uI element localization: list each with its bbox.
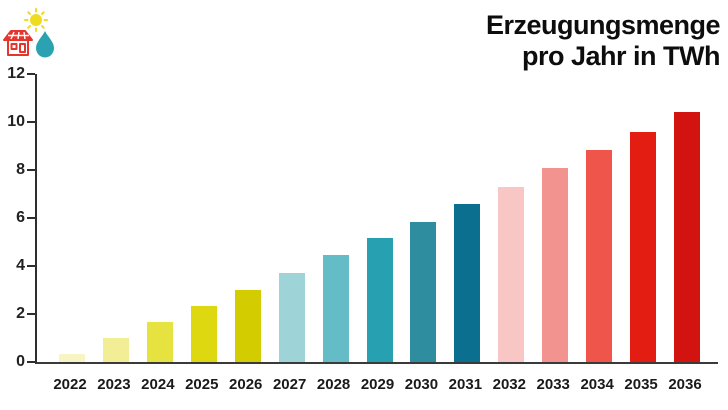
y-tick-mark-12: [27, 73, 35, 75]
x-label-2036: 2036: [668, 376, 702, 393]
y-tick-label-10: 10: [7, 113, 25, 130]
y-tick-label-2: 2: [16, 305, 25, 322]
energy-icons: [2, 6, 58, 60]
bar-2035: [630, 131, 657, 362]
x-label-2026: 2026: [229, 376, 263, 393]
bar-2029: [366, 238, 393, 362]
x-label-2025: 2025: [185, 376, 219, 393]
plot-area: 0 2 4 6 8 10 12: [7, 66, 718, 370]
x-label-2032: 2032: [492, 376, 526, 393]
x-label-2029: 2029: [360, 376, 395, 393]
bar-2028: [322, 255, 349, 362]
chart-title: Erzeugungsmenge pro Jahr in TWh: [485, 10, 721, 72]
bar-2036: [674, 112, 701, 362]
x-label-2033: 2033: [536, 376, 570, 393]
x-label-2027: 2027: [272, 376, 307, 393]
bar-2027: [278, 273, 305, 362]
x-label-2024: 2024: [141, 376, 175, 393]
x-label-2034: 2034: [580, 376, 614, 393]
x-label-2030: 2030: [404, 376, 439, 393]
x-axis-labels: 2022 2023 2024 2025 2026 2027 2028 2029 2030 2031…: [35, 376, 718, 396]
bar-2032: [498, 186, 525, 362]
y-tick-mark-2: [27, 313, 35, 315]
bar-2022: [59, 353, 85, 362]
y-tick-label-8: 8: [16, 161, 25, 178]
y-tick-mark-8: [27, 169, 35, 171]
y-tick-label-0: 0: [16, 353, 25, 370]
x-label-2022: 2022: [53, 376, 87, 393]
chart-title-line1: Erzeugungsmenge: [485, 10, 721, 40]
bar-2023: [102, 338, 129, 362]
bar-2024: [146, 322, 173, 362]
bar-2030: [410, 221, 437, 362]
water-drop-icon: [36, 31, 54, 58]
bar-2033: [542, 167, 569, 362]
bar-2026: [234, 290, 261, 362]
y-tick-mark-0: [27, 361, 35, 363]
x-label-2028: 2028: [316, 376, 351, 393]
y-tick-mark-10: [27, 121, 35, 123]
bar-2034: [586, 149, 613, 362]
solar-house-icon: [3, 30, 33, 56]
x-label-2023: 2023: [97, 376, 131, 393]
y-tick-label-12: 12: [7, 65, 25, 82]
y-tick-label-6: 6: [16, 209, 25, 226]
bar-2025: [190, 305, 217, 362]
y-tick-mark-4: [27, 265, 35, 267]
x-label-2035: 2035: [624, 376, 658, 393]
bar-2031: [454, 203, 481, 362]
y-tick-mark-6: [27, 217, 35, 219]
chart-title-line2: pro Jahr in TWh: [522, 41, 721, 71]
y-tick-label-4: 4: [16, 257, 25, 274]
x-label-2031: 2031: [448, 376, 483, 393]
sun-icon: [24, 8, 48, 32]
